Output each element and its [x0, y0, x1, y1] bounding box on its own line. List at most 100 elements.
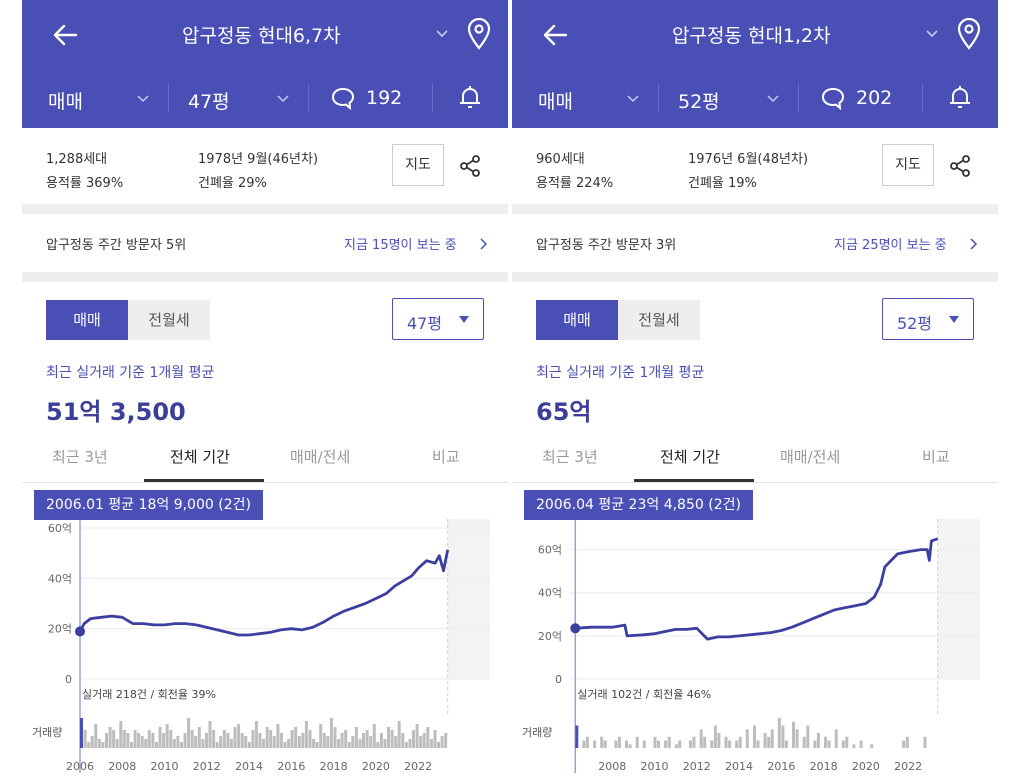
volume-bar — [426, 727, 430, 748]
map-button[interactable]: 지도 — [392, 144, 444, 186]
volume-bar — [827, 740, 831, 748]
volume-bar — [408, 739, 412, 748]
chat-bubble-icon[interactable] — [820, 86, 846, 110]
current-viewers-link[interactable]: 지금 15명이 보는 중 — [344, 238, 457, 253]
chevron-down-icon[interactable] — [626, 92, 640, 104]
price-line — [78, 549, 450, 637]
volume-bar — [735, 740, 739, 748]
arrow-left-icon[interactable] — [48, 18, 82, 52]
volume-bar — [333, 727, 337, 748]
volume-bar — [728, 740, 732, 748]
trade-type-selector[interactable]: 매매 — [48, 91, 83, 113]
y-tick-label: 20억 — [538, 630, 562, 643]
price-chart-svg[interactable]: 60억 40억 20억 0 실거래 102건 / 회전율 46% 거래량 2008 2010 2… — [512, 483, 998, 782]
chevron-down-icon[interactable] — [276, 92, 290, 104]
volume-bar — [272, 736, 276, 748]
volume-bar — [387, 727, 390, 748]
chat-bubble-icon[interactable] — [330, 86, 356, 110]
volume-bar — [390, 730, 394, 748]
tab-all-period[interactable]: 전체 기간 — [660, 448, 720, 466]
map-pin-icon[interactable] — [466, 18, 492, 50]
volume-bar — [845, 736, 849, 749]
volume-bar — [635, 736, 639, 749]
chevron-down-icon[interactable] — [434, 26, 450, 40]
chevron-right-icon[interactable] — [478, 237, 488, 251]
y-tick-label: 40억 — [538, 587, 562, 600]
tab-sale-vs-jeonse[interactable]: 매매/전세 — [290, 448, 351, 466]
x-tick-label: 2010 — [151, 760, 179, 773]
chevron-right-icon[interactable] — [968, 237, 978, 251]
volume-bar — [745, 729, 749, 749]
average-price-label: 최근 실거래 기준 1개월 평균 — [46, 365, 215, 381]
section-separator — [22, 272, 508, 282]
chevron-down-icon[interactable] — [924, 26, 940, 40]
volume-bar — [699, 729, 703, 749]
volume-bar — [834, 729, 838, 749]
volume-bar — [290, 730, 294, 748]
size-selector[interactable]: 52평 — [678, 91, 720, 113]
size-selector[interactable]: 47평 — [188, 91, 230, 113]
price-chart[interactable]: 60억 40억 20억 0 실거래 218건 / 회전율 39% 거래량 2006 2008 2… — [22, 483, 508, 782]
x-tick-label: 2018 — [810, 760, 838, 773]
bell-icon[interactable] — [458, 84, 482, 110]
x-tick-label: 2010 — [641, 760, 669, 773]
bell-icon[interactable] — [948, 84, 972, 110]
volume-bar — [806, 725, 810, 748]
volume-bar — [841, 740, 845, 748]
volume-bar — [642, 740, 646, 748]
volume-bar — [365, 730, 369, 748]
average-price-value: 51억 3,500 — [46, 398, 186, 426]
volume-bar — [247, 742, 251, 748]
price-chart-svg[interactable]: 60억 40억 20억 0 실거래 218건 / 회전율 39% 거래량 2006 2008 2… — [22, 483, 508, 782]
volume-bar — [83, 730, 87, 748]
chevron-down-icon[interactable] — [136, 92, 150, 104]
volume-bar — [97, 739, 101, 748]
tab-compare[interactable]: 비교 — [432, 448, 460, 466]
volume-bar — [276, 724, 280, 748]
toggle-sale[interactable]: 매매 — [46, 300, 128, 340]
volume-bar — [326, 736, 330, 748]
volume-bar — [763, 733, 767, 748]
map-pin-icon[interactable] — [956, 18, 982, 50]
x-tick-label: 2014 — [235, 760, 263, 773]
volume-summary: 실거래 218건 / 회전율 39% — [82, 688, 216, 701]
volume-bar — [197, 727, 201, 748]
volume-bar — [603, 740, 607, 748]
size-dropdown[interactable]: 47평 — [392, 298, 484, 340]
volume-bar — [126, 733, 130, 748]
volume-bar — [585, 736, 589, 749]
tab-compare[interactable]: 비교 — [922, 448, 950, 466]
toggle-rent[interactable]: 전월세 — [638, 311, 680, 329]
tab-recent-3-years[interactable]: 최근 3년 — [52, 448, 108, 466]
tab-all-period[interactable]: 전체 기간 — [170, 448, 230, 466]
tab-recent-3-years[interactable]: 최근 3년 — [542, 448, 598, 466]
volume-bar — [358, 739, 362, 748]
current-viewers-link[interactable]: 지금 25명이 보는 중 — [834, 238, 947, 253]
volume-bar — [322, 733, 326, 748]
toggle-sale[interactable]: 매매 — [536, 300, 618, 340]
chevron-down-icon[interactable] — [766, 92, 780, 104]
size-dropdown[interactable]: 52평 — [882, 298, 974, 340]
complex-title[interactable]: 압구정동 현대1,2차 — [672, 25, 831, 47]
tab-sale-vs-jeonse[interactable]: 매매/전세 — [780, 448, 841, 466]
arrow-left-icon[interactable] — [538, 18, 572, 52]
y-tick-label: 60억 — [538, 544, 562, 557]
comment-count[interactable]: 192 — [366, 87, 403, 109]
volume-bar — [304, 721, 308, 748]
complex-title[interactable]: 압구정동 현대6,7차 — [182, 25, 341, 47]
map-button[interactable]: 지도 — [882, 144, 934, 186]
share-icon[interactable] — [458, 154, 482, 178]
x-tick-label: 2016 — [767, 760, 795, 773]
price-chart[interactable]: 60억 40억 20억 0 실거래 102건 / 회전율 46% 거래량 2008 2010 2… — [512, 483, 998, 782]
volume-bar — [813, 740, 817, 748]
volume-bar — [301, 733, 305, 748]
trade-type-selector[interactable]: 매매 — [538, 91, 573, 113]
share-icon[interactable] — [948, 154, 972, 178]
volume-bar — [208, 721, 212, 748]
cursor-dot — [570, 623, 581, 634]
tab-divider — [512, 482, 998, 483]
comment-count[interactable]: 202 — [856, 87, 893, 109]
toggle-rent[interactable]: 전월세 — [148, 311, 190, 329]
volume-bar — [351, 736, 355, 748]
x-tick-label: 2008 — [598, 760, 626, 773]
